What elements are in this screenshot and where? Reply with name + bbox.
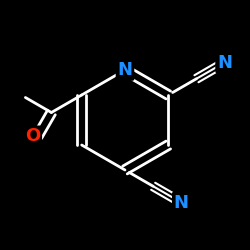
Text: O: O	[25, 127, 40, 145]
Text: N: N	[174, 194, 189, 212]
Text: N: N	[217, 54, 232, 72]
Text: N: N	[118, 61, 132, 79]
